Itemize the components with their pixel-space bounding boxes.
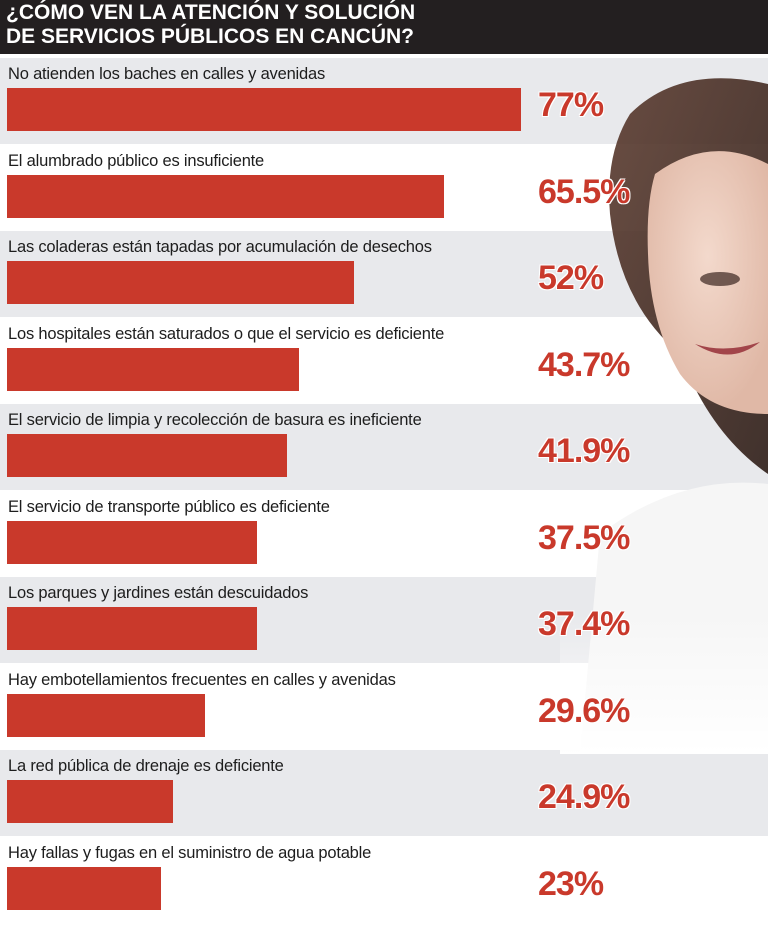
chart-row: Hay embotellamientos frecuentes en calle… (0, 664, 768, 750)
title-line-2: DE SERVICIOS PÚBLICOS EN CANCÚN? (6, 25, 414, 48)
title-line-1: ¿CÓMO VEN LA ATENCIÓN Y SOLUCIÓN (6, 1, 416, 24)
bar (7, 607, 257, 650)
bar (7, 520, 258, 564)
category-label: No atienden los baches en calles y aveni… (8, 65, 326, 83)
chart-row: Hay fallas y fugas en el suministro de a… (0, 837, 768, 923)
category-label: El servicio de transporte público es def… (8, 497, 330, 516)
chart-row: Las coladeras están tapadas por acumulac… (0, 231, 768, 317)
bar (7, 261, 355, 304)
category-label: La red pública de drenaje es deficiente (8, 757, 284, 775)
category-label: Los parques y jardines están descuidados (8, 584, 309, 602)
chart-row: El servicio de limpia y recolección de b… (0, 404, 768, 490)
chart-row: La red pública de drenaje es deficiente (0, 750, 768, 836)
category-label: Los hospitales están saturados o que el … (8, 324, 445, 343)
chart-row: El alumbrado público es insuficiente (0, 145, 768, 231)
category-label: Las coladeras están tapadas por acumulac… (8, 238, 432, 256)
chart-row: Los parques y jardines están descuidados (0, 577, 768, 663)
bar (7, 693, 205, 737)
bar (7, 88, 521, 131)
category-label: Hay fallas y fugas en el suministro de a… (8, 843, 372, 862)
bar (7, 866, 161, 910)
bar (7, 347, 299, 391)
chart-title: ¿CÓMO VEN LA ATENCIÓN Y SOLUCIÓN DE SERV… (0, 0, 768, 54)
bar-chart: No atienden los baches en calles y aveni… (0, 58, 768, 924)
category-label: Hay embotellamientos frecuentes en calle… (8, 670, 396, 689)
bar (7, 434, 287, 477)
category-label: El alumbrado público es insuficiente (8, 151, 265, 170)
category-label: El servicio de limpia y recolección de b… (8, 411, 422, 429)
chart-row: El servicio de transporte público es def… (0, 491, 768, 577)
bar (7, 174, 445, 218)
bar (7, 780, 174, 823)
chart-row: Los hospitales están saturados o que el … (0, 318, 768, 404)
chart-row: No atienden los baches en calles y aveni… (0, 58, 768, 144)
